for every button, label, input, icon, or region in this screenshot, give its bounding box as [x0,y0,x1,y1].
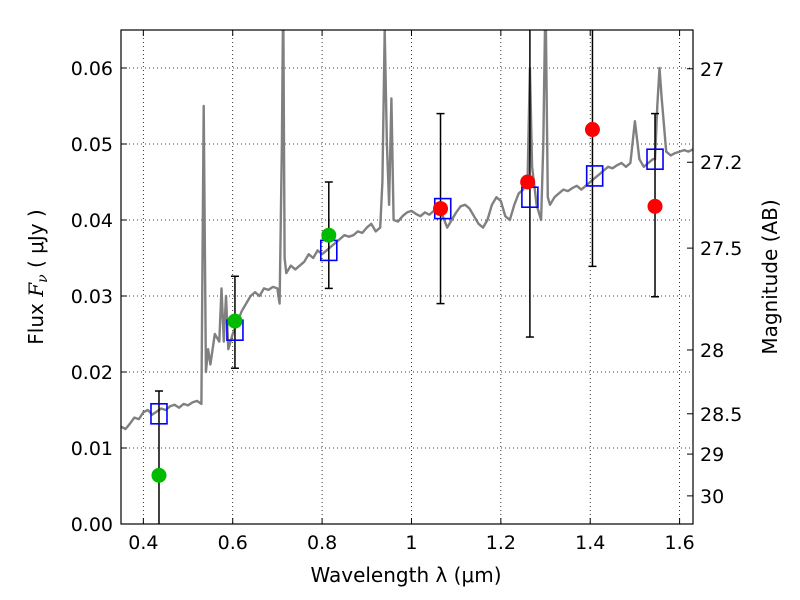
y-tick-label: 0.03 [71,286,113,308]
y-tick-label: 0.00 [71,514,113,536]
right-tick-label: 27.2 [700,152,742,174]
right-tick-label: 27 [700,59,724,81]
svg-text:Flux Fν ( μJy ): Flux Fν ( μJy ) [24,209,51,344]
grid [121,30,693,525]
y-label-unit: ( μJy ) [24,209,48,274]
y-tick-label: 0.05 [71,134,113,156]
y-label-symbol: F [24,282,48,298]
y-axis-left-label: Flux Fν ( μJy ) [24,209,51,344]
y-axis-right-label: Magnitude (AB) [758,199,782,354]
spectrum-line [121,30,693,431]
x-tick-label: 0.6 [218,532,248,554]
y-tick-label: 0.01 [71,438,113,460]
right-tick-label: 27.5 [700,238,742,260]
detection-point [584,122,600,138]
x-axis-label: Wavelength λ (μm) [310,563,501,587]
right-tick-label: 28 [700,340,724,362]
detection-point [227,313,243,329]
x-tick-label: 1.6 [664,532,694,554]
detection-point [151,467,167,483]
x-tick-label: 0.4 [128,532,158,554]
detection-point [433,201,449,217]
right-axis-label-text: Magnitude (AB) [758,199,782,354]
x-tick-label: 1.4 [575,532,605,554]
y-label-subscript: ν [35,274,51,283]
detection-point [321,227,337,243]
model-photometry-square [646,148,664,170]
right-tick-label: 30 [700,486,724,508]
y-tick-label: 0.06 [71,58,113,80]
model-photometry-square [585,165,604,187]
plot-frame [120,29,694,525]
x-tick-label: 1.2 [486,532,516,554]
y-tick-label: 0.02 [71,362,113,384]
y-label-flux: Flux [24,297,48,345]
x-tick-label: 0.8 [307,532,337,554]
right-tick-label: 29 [700,444,724,466]
model-photometry-square [150,402,168,425]
right-tick-label: 28.5 [700,404,742,426]
plot-area [121,30,693,524]
detection-point [520,174,536,190]
x-tick-label: 1 [405,532,417,554]
detection-point [647,198,663,214]
y-tick-label: 0.04 [71,210,113,232]
axis-ticks: 0.4 0.6 0.8 1 1.2 1.4 1.6 0.00 0.01 0.02 0.03 0.04 0… [71,30,742,554]
